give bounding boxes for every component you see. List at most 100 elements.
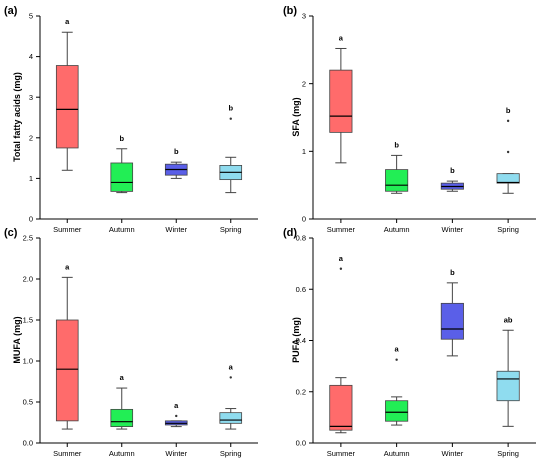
panel-2: (b) SFA (mg) 0 1 2 3 Summer Autumn Winter Spring a…: [283, 5, 536, 234]
panel-label: (b): [283, 5, 297, 17]
significance-letter: b: [394, 140, 399, 149]
y-tick-label: 0.5: [23, 398, 33, 407]
box-rect: [110, 162, 134, 192]
x-tick-label: Autumn: [109, 449, 135, 458]
significance-letter: b: [450, 268, 455, 277]
outlier-point: [229, 117, 232, 120]
x-tick-label: Winter: [442, 449, 464, 458]
y-tick-label: 2: [29, 133, 33, 142]
significance-letter: b: [506, 106, 511, 115]
y-tick-label: 1: [302, 147, 306, 156]
y-axis-title: PUFA (mg): [291, 317, 301, 363]
outlier-point: [339, 267, 343, 270]
x-tick-label: Winter: [442, 225, 464, 234]
y-tick-label: 0: [29, 215, 33, 224]
x-tick-label: Spring: [220, 225, 242, 234]
significance-letter: a: [395, 345, 400, 354]
significance-letter: a: [65, 17, 70, 26]
outlier-point: [175, 414, 178, 418]
x-tick-label: Summer: [327, 225, 356, 234]
box-autumn: b: [385, 140, 409, 194]
x-tick-label: Spring: [220, 449, 242, 458]
box-spring: a: [219, 362, 243, 430]
box-winter: a: [164, 401, 188, 428]
box-rect: [55, 65, 79, 149]
x-tick-label: Autumn: [384, 225, 410, 234]
box-summer: a: [55, 262, 79, 430]
significance-letter: a: [174, 401, 179, 410]
y-tick-label: 0.2: [296, 387, 306, 396]
box-spring: b: [496, 106, 520, 194]
box-rect: [329, 384, 353, 431]
significance-letter: a: [229, 362, 234, 371]
box-rect: [496, 173, 520, 184]
y-axis-title: SFA (mg): [291, 97, 301, 136]
box-winter: b: [440, 166, 464, 192]
x-tick-label: Autumn: [109, 225, 135, 234]
box-winter: b: [164, 147, 188, 179]
outlier-point: [395, 358, 398, 361]
panel-label: (c): [4, 227, 18, 239]
box-winter: b: [440, 268, 464, 357]
outlier-point: [506, 150, 510, 154]
y-tick-label: 1.5: [23, 316, 33, 325]
x-tick-label: Winter: [165, 449, 187, 458]
panel-1: (a) Total fatty acids (mg) 0 1 2 3 4 5 Summer Aut…: [4, 5, 258, 234]
box-rect: [55, 319, 79, 422]
box-rect: [110, 408, 134, 428]
box-rect: [496, 370, 520, 402]
y-tick-label: 0.4: [296, 336, 306, 345]
outlier-point: [229, 376, 232, 379]
y-tick-label: 0.0: [296, 439, 306, 448]
significance-letter: a: [120, 373, 125, 382]
y-axis-title: MUFA (mg): [12, 316, 22, 363]
box-summer: a: [329, 254, 353, 434]
y-tick-label: 2: [302, 79, 306, 88]
y-tick-label: 3: [302, 12, 306, 21]
box-spring: ab: [496, 315, 520, 427]
outlier-point: [506, 119, 510, 123]
box-rect: [440, 302, 464, 340]
x-tick-label: Winter: [165, 225, 187, 234]
x-tick-label: Summer: [53, 449, 82, 458]
panel-3: (c) MUFA (mg) 0.0 0.5 1.0 1.5 2.0 2.5 Summer Autu…: [4, 227, 258, 458]
y-tick-label: 0.0: [23, 439, 33, 448]
y-axis-title: Total fatty acids (mg): [12, 72, 22, 162]
significance-letter: a: [339, 254, 344, 263]
significance-letter: b: [228, 104, 233, 113]
x-tick-label: Summer: [53, 225, 82, 234]
box-autumn: b: [110, 134, 134, 194]
x-tick-label: Summer: [327, 449, 356, 458]
box-summer: a: [55, 17, 79, 171]
box-spring: b: [219, 104, 243, 194]
y-tick-label: 3: [29, 93, 33, 102]
significance-letter: b: [174, 147, 179, 156]
panel-4: (d) PUFA (mg) 0.0 0.2 0.4 0.6 0.8 Summer Autumn W…: [283, 227, 536, 458]
box-summer: a: [329, 33, 353, 164]
x-tick-label: Autumn: [384, 449, 410, 458]
box-rect: [219, 412, 243, 424]
box-rect: [385, 169, 409, 192]
box-autumn: a: [110, 373, 134, 430]
y-tick-label: 2.5: [23, 234, 33, 243]
y-tick-label: 0.8: [296, 234, 306, 243]
panel-label: (a): [4, 5, 18, 17]
x-tick-label: Spring: [497, 449, 519, 458]
y-tick-label: 5: [29, 12, 33, 21]
significance-letter: ab: [504, 315, 513, 324]
box-rect: [385, 400, 409, 422]
y-tick-label: 1: [29, 174, 33, 183]
box-autumn: a: [385, 345, 409, 426]
box-rect: [329, 69, 353, 133]
panel-label: (d): [283, 227, 297, 239]
y-tick-label: 0.6: [296, 285, 306, 294]
y-tick-label: 4: [29, 52, 33, 61]
y-tick-label: 0: [302, 215, 306, 224]
x-tick-label: Spring: [497, 225, 519, 234]
y-tick-label: 1.0: [23, 357, 33, 366]
significance-letter: b: [119, 134, 124, 143]
significance-letter: a: [339, 33, 344, 42]
y-tick-label: 2.0: [23, 275, 33, 284]
significance-letter: b: [450, 166, 455, 175]
